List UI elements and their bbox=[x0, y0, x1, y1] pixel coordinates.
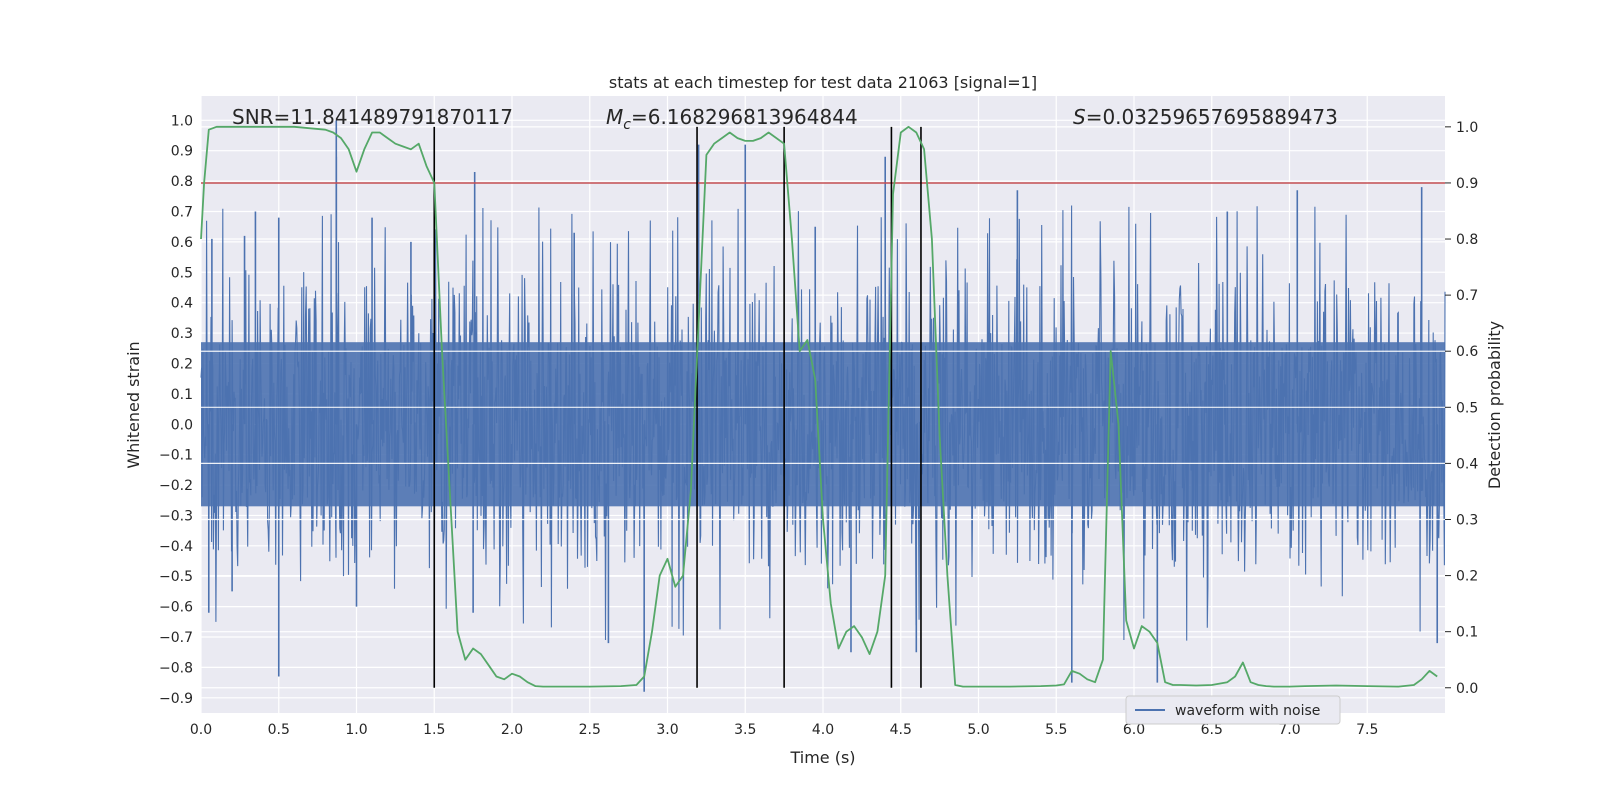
x-tick-label: 3.0 bbox=[656, 722, 678, 738]
y-tick-label: 0.2 bbox=[171, 356, 193, 372]
x-tick-label: 7.0 bbox=[1278, 722, 1300, 738]
s-value: =0.03259657695889473 bbox=[1086, 105, 1338, 129]
detection-probability-line bbox=[200, 125, 1438, 688]
y-tick-label: 0.3 bbox=[171, 326, 193, 342]
y2-tick-label: 0.2 bbox=[1456, 569, 1478, 585]
y-tick-label: 0.8 bbox=[171, 174, 193, 190]
chirp-mass-subscript: c bbox=[623, 117, 631, 133]
y-tick-label: 0.4 bbox=[171, 296, 193, 312]
y-tick-label: −0.4 bbox=[159, 539, 193, 555]
y2-tick-label: 0.8 bbox=[1456, 232, 1478, 248]
x-tick-label: 2.5 bbox=[579, 722, 601, 738]
y2-axis-label: Detection probability bbox=[1485, 321, 1504, 489]
x-axis: 0.0 0.5 1.0 1.5 2.0 2.5 3.0 3.5 4.0 4.5 5.0 5.5 6.0 6… bbox=[190, 722, 1379, 738]
snr-annotation: SNR=11.841489791870117 bbox=[232, 105, 513, 129]
x-tick-label: 1.5 bbox=[423, 722, 445, 738]
x-tick-label: 0.0 bbox=[190, 722, 212, 738]
legend-box bbox=[1125, 695, 1341, 725]
y-tick-label: 0.7 bbox=[171, 204, 193, 220]
y-tick-label: 0.0 bbox=[171, 417, 193, 433]
x-axis-label: Time (s) bbox=[789, 748, 855, 767]
overlay bbox=[200, 125, 1445, 688]
y2-tick-label: 1.0 bbox=[1456, 120, 1478, 136]
y-axis-label: Whitened strain bbox=[124, 341, 143, 468]
y2-tick-label: 0.0 bbox=[1456, 681, 1478, 697]
x-tick-label: 4.5 bbox=[890, 722, 912, 738]
x-tick-label: 7.5 bbox=[1356, 722, 1378, 738]
x-tick-label: 5.0 bbox=[967, 722, 989, 738]
x-tick-label: 6.5 bbox=[1201, 722, 1223, 738]
y-tick-label: 0.6 bbox=[171, 235, 193, 251]
x-tick-label: 2.0 bbox=[501, 722, 523, 738]
y2-tick-label: 0.9 bbox=[1456, 176, 1478, 192]
y-tick-label: −0.9 bbox=[159, 691, 193, 707]
waveform-series bbox=[200, 120, 1446, 692]
y2-tick-label: 0.6 bbox=[1456, 344, 1478, 360]
x-tick-label: 3.5 bbox=[734, 722, 756, 738]
x-tick-label: 5.5 bbox=[1045, 722, 1067, 738]
x-tick-label: 1.0 bbox=[345, 722, 367, 738]
waveform-core-band bbox=[201, 342, 1445, 507]
y-tick-label: −0.5 bbox=[159, 569, 193, 585]
y-tick-label: 0.1 bbox=[171, 387, 193, 403]
x-tick-label: 4.0 bbox=[812, 722, 834, 738]
y2-axis: 1.0 0.9 0.8 0.7 0.6 0.5 0.4 0.3 0.2 0.1 0.0 bbox=[1445, 120, 1478, 697]
y2-tick-label: 0.3 bbox=[1456, 512, 1478, 528]
y-tick-label: 0.5 bbox=[171, 265, 193, 281]
y-tick-label: −0.2 bbox=[159, 478, 193, 494]
y2-tick-label: 0.7 bbox=[1456, 288, 1478, 304]
x-tick-label: 6.0 bbox=[1123, 722, 1145, 738]
y-tick-label: 0.9 bbox=[171, 144, 193, 160]
y-tick-label: −0.1 bbox=[159, 448, 193, 464]
y2-tick-label: 0.4 bbox=[1456, 456, 1478, 472]
y2-tick-label: 0.5 bbox=[1456, 400, 1478, 416]
y-tick-label: −0.8 bbox=[159, 660, 193, 676]
chirp-mass-value: =6.168296813964844 bbox=[631, 105, 858, 129]
y-axis: 1.0 0.9 0.8 0.7 0.6 0.5 0.4 0.3 0.2 0.1 0.0 −0.1 −0.… bbox=[159, 113, 193, 706]
legend: waveform with noise bbox=[1125, 695, 1341, 725]
y-tick-label: −0.3 bbox=[159, 508, 193, 524]
chart-title: stats at each timestep for test data 210… bbox=[609, 73, 1037, 92]
chirp-mass-annotation: Mc=6.168296813964844 bbox=[606, 105, 858, 133]
y-tick-label: 1.0 bbox=[171, 113, 193, 129]
s-annotation: S=0.03259657695889473 bbox=[1073, 105, 1338, 129]
s-symbol: S bbox=[1073, 105, 1086, 129]
y-tick-label: −0.7 bbox=[159, 630, 193, 646]
legend-label: waveform with noise bbox=[1175, 703, 1320, 719]
y-tick-label: −0.6 bbox=[159, 600, 193, 616]
x-tick-label: 0.5 bbox=[268, 722, 290, 738]
chirp-mass-symbol: M bbox=[606, 105, 623, 129]
y2-tick-label: 0.1 bbox=[1456, 625, 1478, 641]
